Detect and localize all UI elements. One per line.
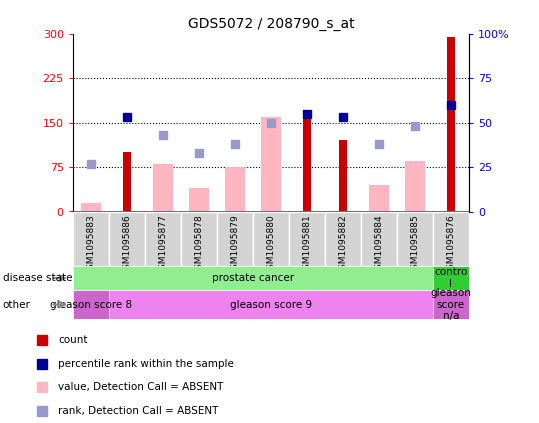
Text: contro
l: contro l [434,267,468,289]
Text: gleason score 8: gleason score 8 [50,299,132,310]
Bar [289,212,325,266]
Text: GSM1095876: GSM1095876 [446,214,455,275]
Text: other: other [3,299,31,310]
Bar [253,212,289,266]
Bar [123,152,131,212]
Bar [217,212,253,266]
Bar [145,212,181,266]
Bar [303,111,311,212]
Text: GSM1095885: GSM1095885 [410,214,419,275]
Text: GSM1095886: GSM1095886 [122,214,132,275]
Text: GSM1095879: GSM1095879 [230,214,239,275]
Bar [405,161,425,212]
Text: GSM1095878: GSM1095878 [195,214,203,275]
Bar [189,188,209,212]
Text: GSM1095882: GSM1095882 [338,214,347,275]
Bar [181,212,217,266]
Bar [361,212,397,266]
Text: GSM1095881: GSM1095881 [302,214,312,275]
Text: disease state: disease state [3,273,72,283]
Bar [339,140,347,212]
Title: GDS5072 / 208790_s_at: GDS5072 / 208790_s_at [188,17,354,31]
Text: GSM1095884: GSM1095884 [375,214,383,275]
Bar [261,117,281,212]
Text: GSM1095877: GSM1095877 [158,214,167,275]
Bar [109,290,433,319]
Bar [433,212,469,266]
Text: gleason
score
n/a: gleason score n/a [431,288,472,321]
Bar [73,212,109,266]
Text: count: count [59,335,88,345]
Bar [369,185,389,212]
Bar [433,290,469,319]
Text: rank, Detection Call = ABSENT: rank, Detection Call = ABSENT [59,406,219,416]
Bar [153,164,172,212]
Text: GSM1095880: GSM1095880 [266,214,275,275]
Text: gleason score 9: gleason score 9 [230,299,312,310]
Bar [81,203,101,212]
Text: prostate cancer: prostate cancer [212,273,294,283]
Bar [225,167,245,212]
Bar [433,266,469,290]
Bar [397,212,433,266]
Bar [73,290,109,319]
Bar [447,37,455,212]
Text: value, Detection Call = ABSENT: value, Detection Call = ABSENT [59,382,224,392]
Text: GSM1095883: GSM1095883 [86,214,95,275]
Bar [109,212,145,266]
Text: percentile rank within the sample: percentile rank within the sample [59,359,234,368]
Bar [325,212,361,266]
